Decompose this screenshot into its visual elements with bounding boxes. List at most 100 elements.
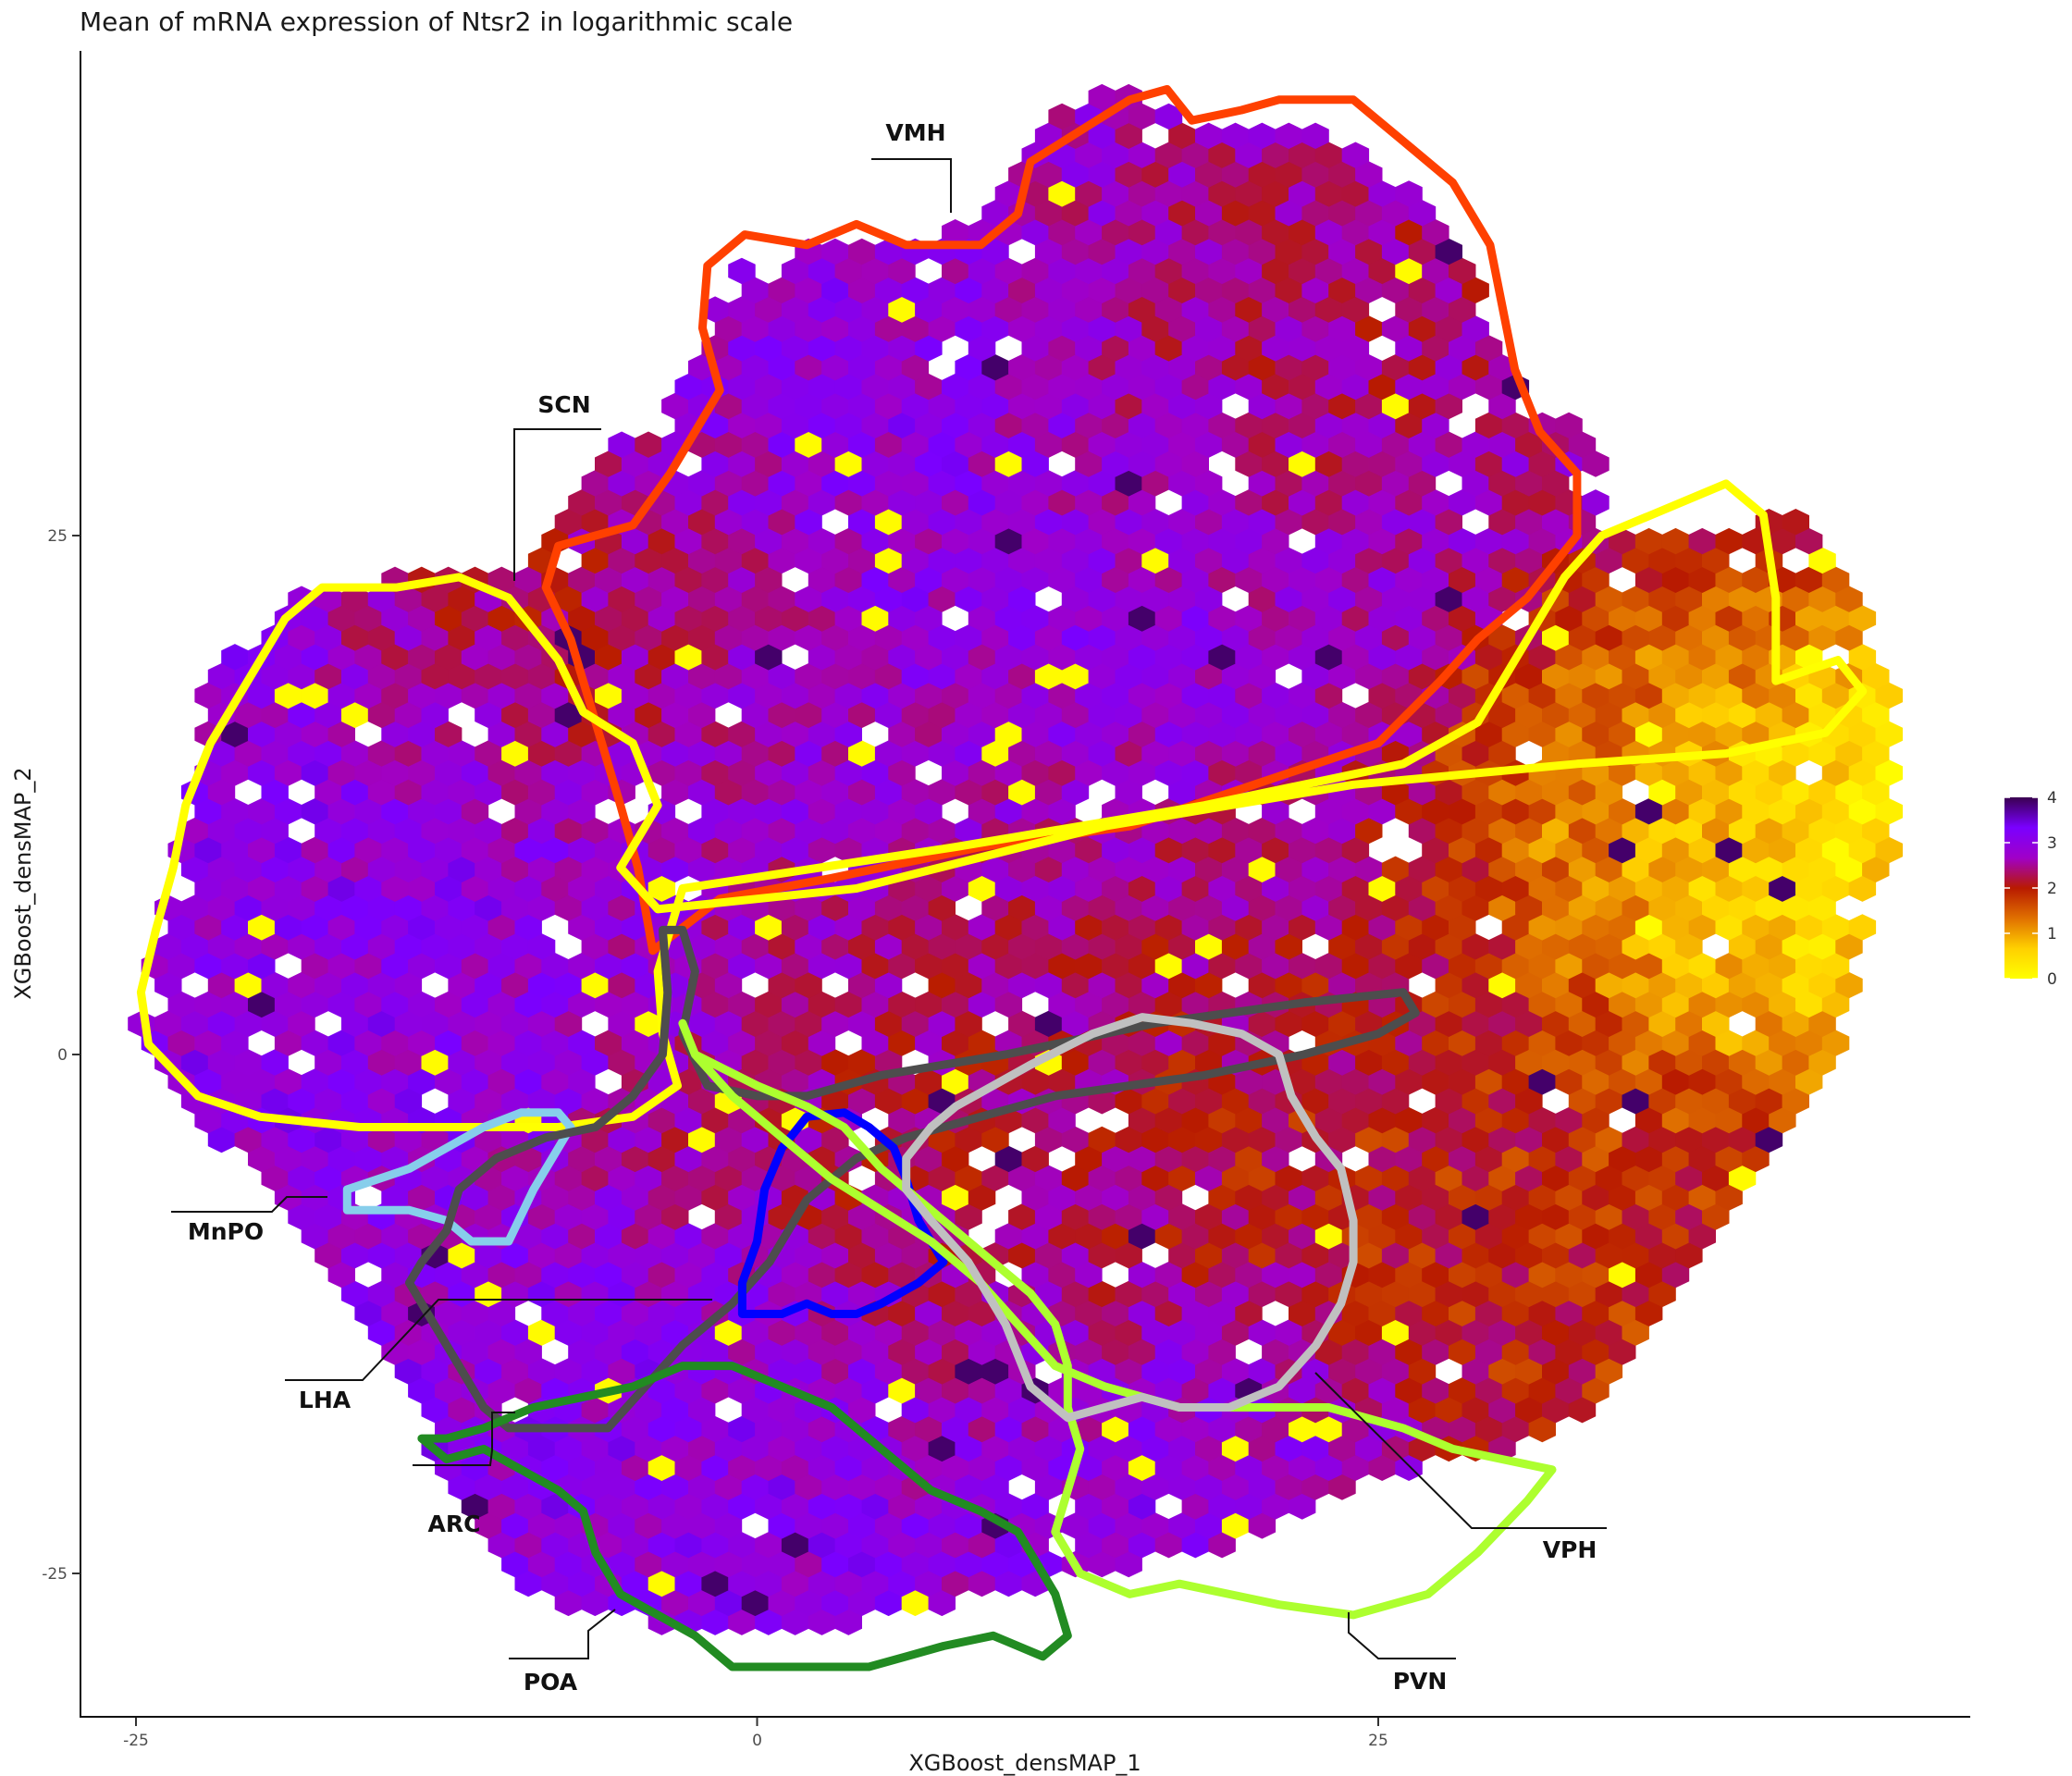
hex-bin bbox=[527, 1049, 556, 1076]
hex-bin bbox=[1248, 1474, 1276, 1500]
hex-bin bbox=[1141, 624, 1169, 651]
hex-bin bbox=[1688, 1184, 1716, 1211]
hex-bin bbox=[527, 1242, 556, 1269]
hex-bin bbox=[755, 682, 783, 709]
hex-bin bbox=[1368, 914, 1396, 941]
hex-bin bbox=[994, 1377, 1023, 1404]
hex-bin bbox=[341, 933, 369, 960]
hex-bin bbox=[381, 836, 409, 864]
hex-bin bbox=[1275, 1242, 1302, 1269]
hex-bin bbox=[834, 1223, 862, 1250]
hex-bin bbox=[714, 817, 743, 845]
hex-bin bbox=[1368, 1106, 1396, 1134]
hex-bin bbox=[781, 1030, 809, 1056]
hex-bin bbox=[1408, 817, 1437, 845]
hex-bin bbox=[834, 1493, 862, 1520]
hex-bin bbox=[1835, 586, 1863, 612]
hex-bin bbox=[834, 1570, 862, 1597]
hex-bin bbox=[1742, 875, 1770, 902]
hex-bin bbox=[1728, 1126, 1757, 1153]
hex-bin bbox=[1395, 1030, 1423, 1056]
hex-bin bbox=[1368, 1338, 1396, 1365]
x-tick-label: 25 bbox=[1368, 1732, 1388, 1750]
hex-bin bbox=[768, 1010, 796, 1037]
hex-bin bbox=[808, 1261, 836, 1289]
hex-bin bbox=[942, 1068, 969, 1095]
hex-bin bbox=[1515, 971, 1543, 999]
hex-bin bbox=[874, 1358, 903, 1385]
hex-bin bbox=[688, 586, 716, 612]
hex-bin bbox=[194, 914, 222, 941]
hex-bin bbox=[1328, 971, 1356, 999]
hex-bin bbox=[288, 663, 315, 690]
hex-bin bbox=[1769, 759, 1796, 786]
hex-bin bbox=[848, 971, 876, 999]
hex-bin bbox=[1528, 1145, 1556, 1173]
hex-bin bbox=[1248, 1435, 1276, 1462]
hex-bin bbox=[1622, 971, 1649, 999]
hex-bin bbox=[648, 1184, 676, 1211]
hex-bin bbox=[1688, 875, 1716, 902]
hex-bin bbox=[1568, 586, 1597, 612]
hex-bin bbox=[1408, 1242, 1437, 1269]
hex-bin bbox=[1355, 1126, 1383, 1153]
hex-bin bbox=[367, 624, 396, 651]
hex-bin bbox=[755, 644, 783, 671]
hex-bin bbox=[354, 644, 382, 671]
hex-bin bbox=[354, 1223, 382, 1250]
hex-bin bbox=[381, 605, 409, 632]
hex-bin bbox=[180, 1010, 209, 1037]
hex-bin bbox=[1381, 779, 1410, 806]
hex-bin bbox=[1262, 798, 1289, 825]
hex-bin bbox=[568, 566, 596, 593]
hex-bin bbox=[408, 759, 436, 786]
hex-bin bbox=[994, 682, 1023, 709]
hex-bin bbox=[1609, 1030, 1636, 1056]
hex-bin bbox=[781, 759, 809, 786]
hex-bin bbox=[367, 817, 396, 845]
hex-bin bbox=[1795, 682, 1823, 709]
hex-bin bbox=[1115, 971, 1142, 999]
hex-bin bbox=[1808, 1049, 1836, 1076]
hex-bin bbox=[955, 624, 982, 651]
hex-bin bbox=[1634, 644, 1663, 671]
hex-bin bbox=[1422, 605, 1449, 632]
hex-bin bbox=[301, 1068, 329, 1095]
hex-bin bbox=[461, 605, 489, 632]
hex-bin bbox=[755, 1338, 783, 1365]
hex-bin bbox=[1595, 1319, 1623, 1346]
hex-bin bbox=[714, 1242, 743, 1269]
hex-bin bbox=[1102, 914, 1129, 941]
hex-bin bbox=[288, 1088, 315, 1115]
hex-bin bbox=[501, 1165, 529, 1191]
hex-bin bbox=[1582, 914, 1610, 941]
hex-bin bbox=[514, 836, 542, 864]
hex-bin bbox=[795, 1049, 822, 1076]
hex-bin bbox=[1368, 1068, 1396, 1095]
hex-bin bbox=[595, 1493, 623, 1520]
hex-bin bbox=[1248, 663, 1276, 690]
hex-bin bbox=[608, 894, 635, 921]
hex-bin bbox=[1275, 1010, 1302, 1037]
hex-bin bbox=[1102, 1493, 1129, 1520]
hex-bin bbox=[848, 1280, 876, 1308]
hex-bin bbox=[1795, 875, 1823, 902]
hex-bin bbox=[475, 1512, 502, 1539]
hex-bin bbox=[888, 1106, 916, 1134]
hex-bin bbox=[1408, 856, 1437, 882]
hex-bin bbox=[1368, 1223, 1396, 1250]
hex-bin bbox=[1208, 1106, 1236, 1134]
hex-bin bbox=[1582, 1068, 1610, 1095]
hex-bin bbox=[994, 991, 1023, 1018]
hex-bin bbox=[1462, 1203, 1489, 1230]
hex-bin bbox=[301, 1030, 329, 1056]
hex-bin bbox=[367, 1319, 396, 1346]
hex-bin bbox=[701, 1184, 729, 1211]
hex-bin bbox=[1848, 644, 1877, 671]
hex-bin bbox=[261, 933, 289, 960]
hex-bin bbox=[1235, 1223, 1263, 1250]
hex-bin bbox=[1488, 740, 1516, 767]
hex-bin bbox=[968, 1377, 996, 1404]
hex-bin bbox=[1462, 586, 1489, 612]
hex-bin bbox=[942, 914, 969, 941]
